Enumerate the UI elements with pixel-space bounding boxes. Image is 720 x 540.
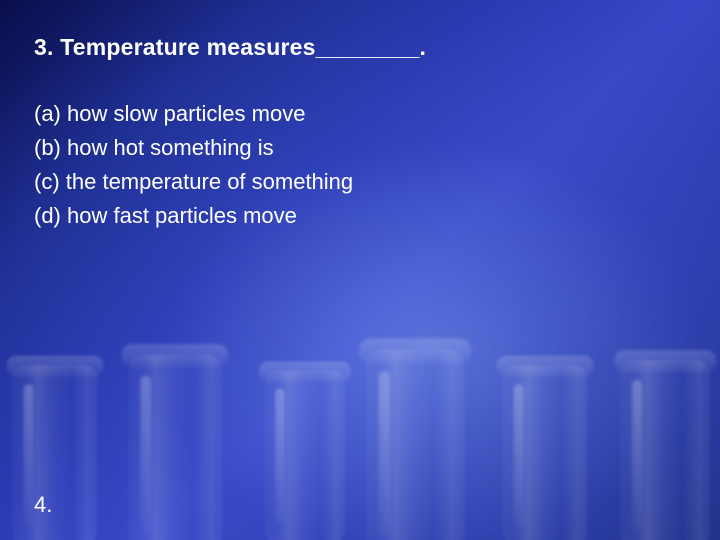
test-tube-icon — [502, 365, 588, 540]
slide: 3. Temperature measures________. (a) how… — [0, 0, 720, 540]
test-tube-icon — [128, 355, 223, 540]
option-c: (c) the temperature of something — [34, 165, 686, 199]
option-b: (b) how hot something is — [34, 131, 686, 165]
options-list: (a) how slow particles move (b) how hot … — [34, 97, 686, 233]
option-a: (a) how slow particles move — [34, 97, 686, 131]
slide-content: 3. Temperature measures________. (a) how… — [34, 34, 686, 233]
test-tube-icon — [620, 360, 710, 540]
background-test-tubes — [0, 340, 720, 540]
test-tube-icon — [12, 365, 98, 540]
test-tube-icon — [366, 350, 465, 540]
test-tube-icon — [265, 371, 346, 540]
option-d: (d) how fast particles move — [34, 199, 686, 233]
question-text: 3. Temperature measures________. — [34, 34, 686, 61]
next-question-number: 4. — [34, 492, 52, 518]
